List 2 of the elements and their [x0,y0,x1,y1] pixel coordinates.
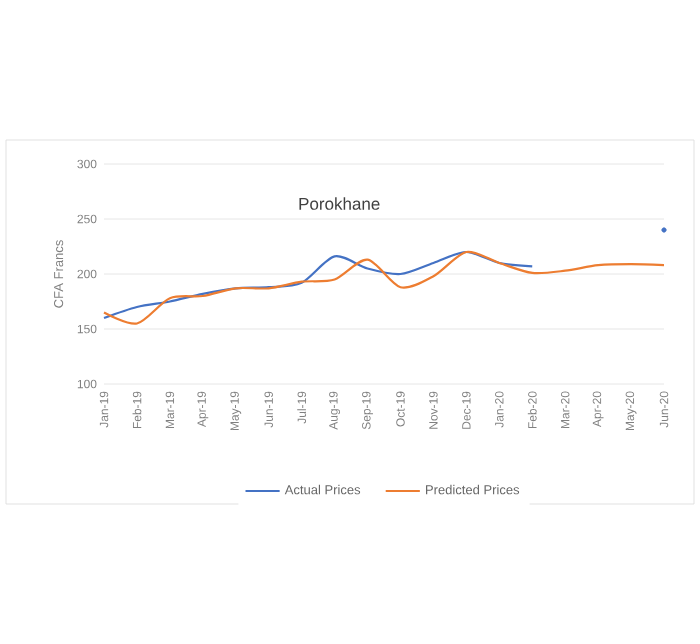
text: Porokhane [299,197,380,210]
line-series [102,250,666,325]
